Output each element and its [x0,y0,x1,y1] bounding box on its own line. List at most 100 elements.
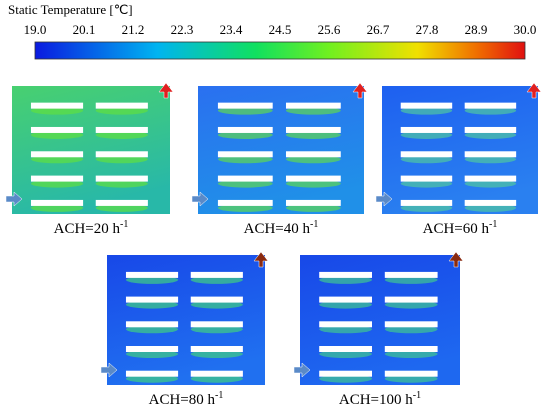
shelf [95,175,148,182]
panel-label: ACH=20 h-1 [54,219,129,237]
colorbar-title: Static Temperature [℃] [8,2,133,17]
colorbar-tick-label: 21.2 [122,22,145,37]
shelf [464,102,517,109]
colorbar-tick-label: 24.5 [269,22,292,37]
inlet-arrow [293,362,311,378]
panel-label: ACH=100 h-1 [339,390,421,408]
shelf [464,151,517,158]
shelf [30,199,84,206]
shelf [30,126,84,133]
shelf [30,175,84,182]
shelf [190,296,243,303]
inlet-arrow [5,191,23,207]
shelf [384,296,438,303]
shelf [400,199,453,206]
colorbar-tick-label: 26.7 [367,22,390,37]
shelf [384,346,438,352]
shelf [95,102,148,109]
contour-panel [191,82,368,214]
panel-label-text: ACH=20 h [54,221,121,237]
shelf [217,102,273,109]
colorbar-tick-label: 25.6 [318,22,341,37]
shelf [384,321,438,328]
warm-streak [30,130,84,139]
shelf [190,271,243,278]
colorbar-tick-label: 23.4 [220,22,243,37]
panel-label: ACH=60 h-1 [423,219,498,237]
colorbar-tick-label: 30.0 [514,22,537,37]
shelf [319,370,372,377]
panel-label-sup: -1 [120,219,128,230]
colorbar-tick-label: 22.3 [171,22,194,37]
shelf [400,175,453,182]
inlet-arrow [191,191,209,207]
colorbar [34,41,526,60]
panel-label: ACH=40 h-1 [244,219,319,237]
shelf [125,321,179,328]
warm-streak [400,130,453,139]
shelf [285,151,341,158]
shelf [384,370,438,377]
shelf [95,199,148,206]
shelf [125,296,179,303]
warm-streak [217,130,273,139]
colorbar-tick-label: 27.8 [416,22,439,37]
shelf [217,151,273,158]
panel-label-text: ACH=60 h [423,221,490,237]
shelf [285,175,341,182]
colorbar-tick-label: 28.9 [465,22,488,37]
outlet-arrow [448,251,464,268]
colorbar-tick-label: 19.0 [24,22,47,37]
panel-label-text: ACH=80 h [149,392,216,408]
contour-panel [375,82,542,214]
outlet-arrow [352,82,368,99]
shelf [400,126,453,133]
shelf [464,175,517,182]
shelf [30,102,84,109]
inlet-arrow [375,191,393,207]
shelf [319,296,372,303]
outlet-arrow [526,82,542,99]
shelf [464,126,517,133]
shelf [217,199,273,206]
shelf [30,151,84,158]
warm-streak [285,130,341,139]
shelf [319,271,372,278]
panel-label-sup: -1 [413,390,421,401]
shelf [217,126,273,133]
shelf [190,370,243,377]
shelf [285,199,341,206]
shelf [125,271,179,278]
shelf [384,271,438,278]
panel-label-text: ACH=40 h [244,221,311,237]
warm-streak [464,130,517,139]
contour-panel [293,251,464,385]
outlet-arrow [158,82,174,99]
shelf [285,102,341,109]
inlet-arrow [100,362,118,378]
panel-label: ACH=80 h-1 [149,390,224,408]
shelf [400,151,453,158]
shelf [319,346,372,352]
shelf [319,321,372,328]
shelf [95,151,148,158]
shelf [464,199,517,206]
warm-streak [95,130,148,139]
shelf [285,126,341,133]
shelf [400,102,453,109]
panel-label-text: ACH=100 h [339,392,413,408]
panel-label-sup: -1 [215,390,223,401]
shelf [95,126,148,133]
outlet-arrow [253,251,269,268]
shelf [190,346,243,352]
colorbar-tick-label: 20.1 [73,22,96,37]
shelf [125,346,179,352]
panel-label-sup: -1 [489,219,497,230]
panel-label-sup: -1 [310,219,318,230]
shelf [217,175,273,182]
contour-panel [100,251,269,385]
shelf [125,370,179,377]
shelf [190,321,243,328]
contour-panel [5,82,174,214]
